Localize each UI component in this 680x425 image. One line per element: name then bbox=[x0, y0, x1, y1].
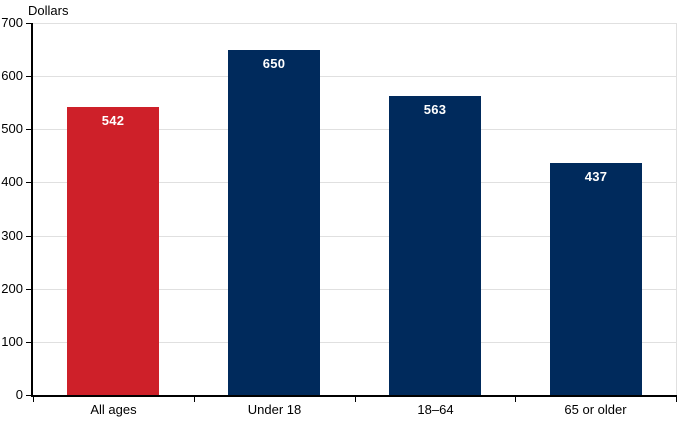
y-axis-tick bbox=[26, 236, 33, 237]
y-tick-label: 600 bbox=[1, 68, 23, 83]
x-category-label: Under 18 bbox=[247, 402, 302, 417]
gridline bbox=[33, 289, 676, 290]
x-category-label: 65 or older bbox=[564, 402, 627, 417]
y-axis-tick bbox=[26, 129, 33, 130]
gridline bbox=[33, 76, 676, 77]
x-category-label: All ages bbox=[90, 402, 137, 417]
x-axis-tick bbox=[33, 395, 34, 402]
y-tick-label: 0 bbox=[15, 387, 23, 402]
bar: 650 bbox=[228, 50, 320, 395]
x-axis-tick bbox=[355, 395, 356, 402]
x-category-label: 18–64 bbox=[417, 402, 454, 417]
bar-value-label: 437 bbox=[584, 169, 608, 184]
gridline bbox=[33, 182, 676, 183]
bar: 563 bbox=[389, 96, 481, 395]
y-axis-line bbox=[31, 23, 33, 395]
y-tick-label: 400 bbox=[1, 174, 23, 189]
y-axis-tick bbox=[26, 76, 33, 77]
bar-value-label: 542 bbox=[101, 113, 125, 128]
gridline bbox=[33, 129, 676, 130]
y-tick-label: 300 bbox=[1, 228, 23, 243]
y-axis-tick bbox=[26, 23, 33, 24]
bar: 437 bbox=[550, 163, 642, 395]
x-axis-line bbox=[31, 395, 677, 397]
x-axis-tick bbox=[676, 395, 677, 402]
y-axis-tick bbox=[26, 395, 33, 396]
gridline bbox=[33, 342, 676, 343]
bar-value-label: 563 bbox=[423, 102, 447, 117]
bar: 542 bbox=[67, 107, 159, 395]
y-axis-tick bbox=[26, 289, 33, 290]
x-axis-tick bbox=[194, 395, 195, 402]
x-axis-tick bbox=[515, 395, 516, 402]
y-axis-tick bbox=[26, 182, 33, 183]
bar-value-label: 650 bbox=[262, 56, 286, 71]
gridline bbox=[33, 236, 676, 237]
y-tick-label: 200 bbox=[1, 281, 23, 296]
y-axis-unit-label: Dollars bbox=[28, 3, 69, 18]
y-axis-tick bbox=[26, 342, 33, 343]
plot-right-border bbox=[676, 23, 677, 395]
y-tick-label: 700 bbox=[1, 15, 23, 30]
y-tick-label: 500 bbox=[1, 121, 23, 136]
y-tick-label: 100 bbox=[1, 334, 23, 349]
gridline bbox=[33, 23, 676, 24]
